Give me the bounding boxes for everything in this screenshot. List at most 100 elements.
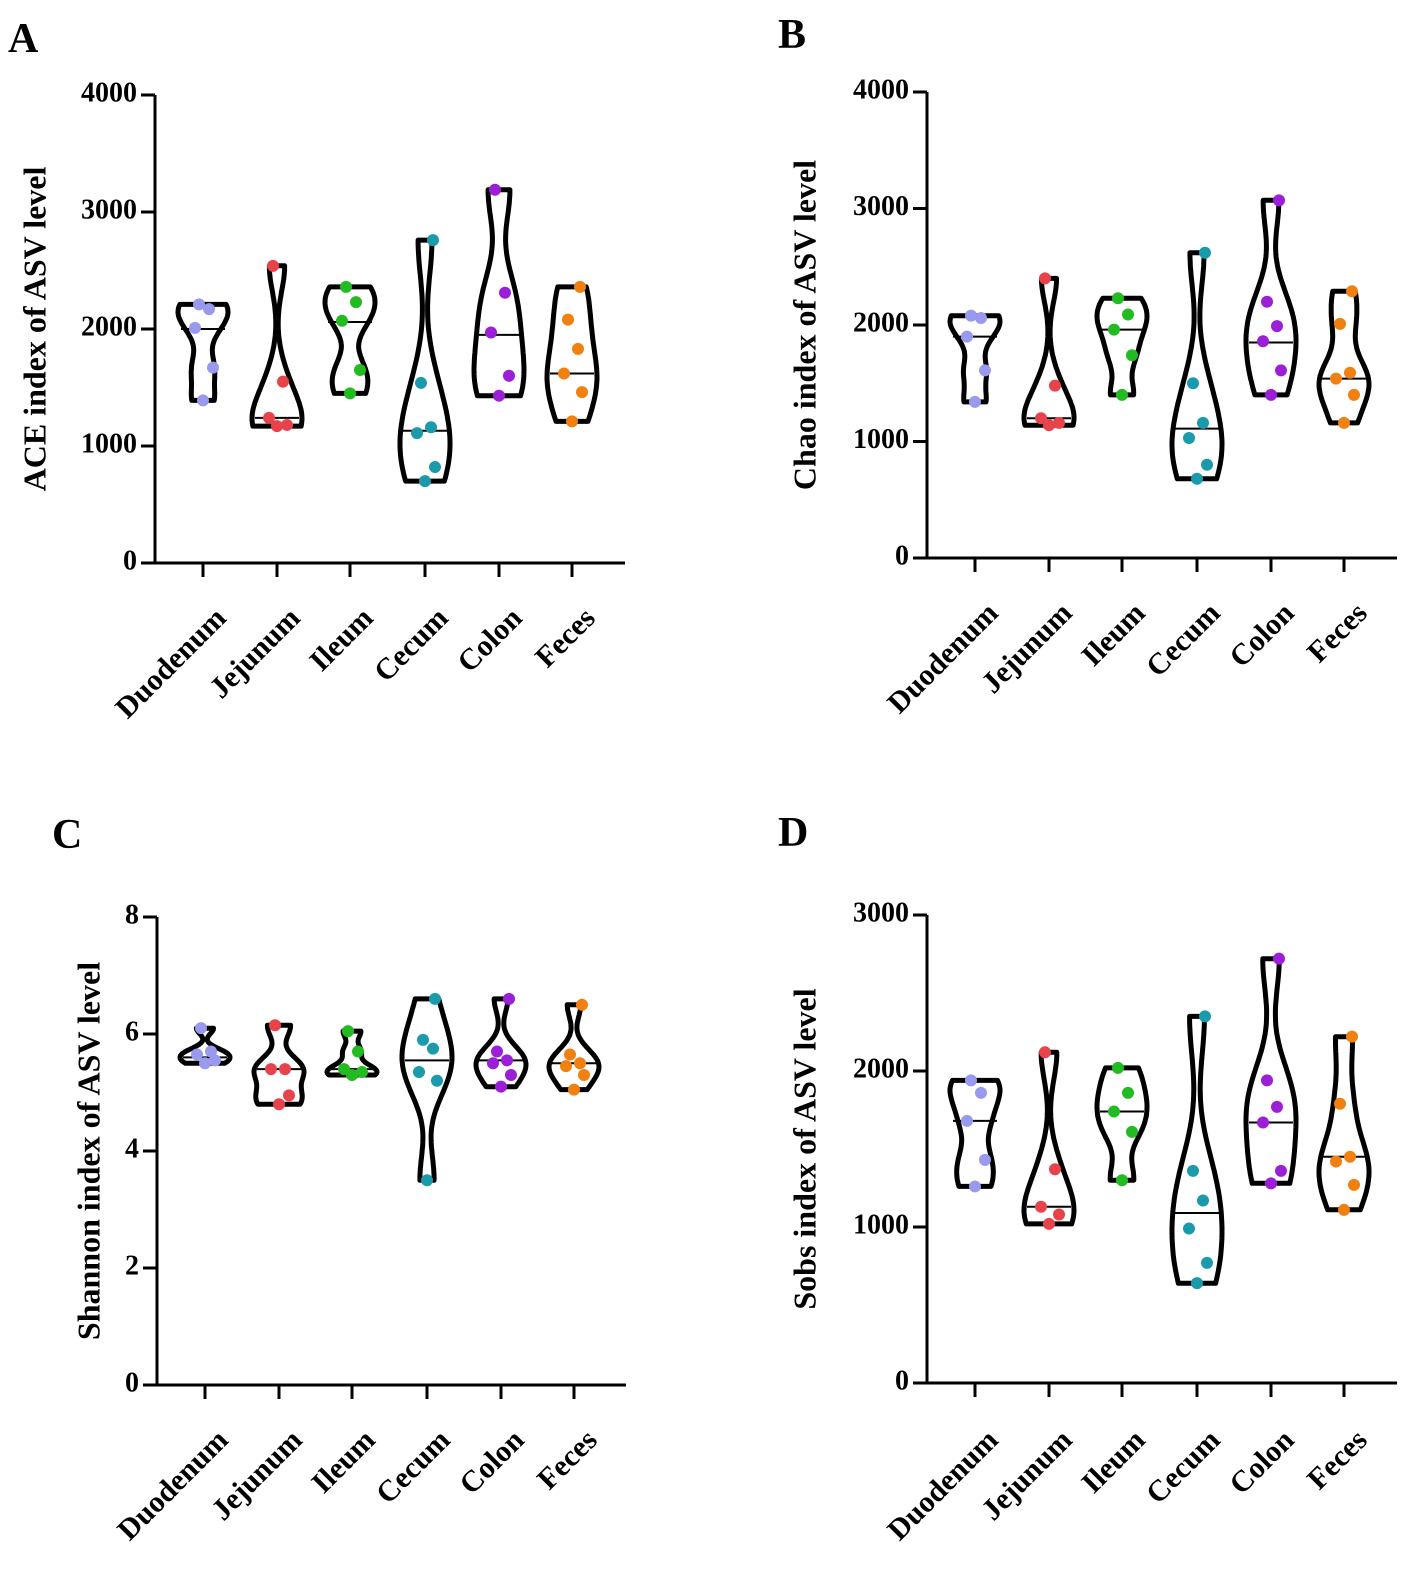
- violin-jejunum: [251, 1022, 307, 1107]
- data-point: [269, 1019, 281, 1032]
- y-tick-label: 2000: [81, 311, 137, 342]
- data-point: [191, 1048, 203, 1061]
- data-point: [1043, 419, 1055, 432]
- data-point: [1122, 308, 1134, 321]
- data-point: [975, 312, 987, 325]
- data-point: [979, 1153, 991, 1166]
- data-point: [495, 1080, 507, 1093]
- data-point: [1035, 412, 1047, 425]
- data-point: [1049, 1163, 1061, 1176]
- data-point: [419, 475, 431, 488]
- data-point: [1273, 952, 1285, 965]
- data-point: [431, 1074, 443, 1087]
- data-point: [1265, 1177, 1277, 1190]
- category-label-feces: Feces: [1301, 596, 1374, 669]
- data-point: [969, 1180, 981, 1193]
- y-tick-label: 1000: [81, 428, 137, 459]
- panel-b: B Chao index of ASV level 0 1000 2000 3000 400…: [778, 12, 1397, 720]
- data-point: [1053, 416, 1065, 429]
- data-point: [352, 1045, 364, 1058]
- data-point: [1275, 364, 1287, 377]
- data-point: [1197, 1194, 1209, 1207]
- data-point: [566, 415, 578, 428]
- data-point: [413, 1066, 425, 1079]
- y-axis-title: Shannon index of ASV level: [70, 962, 106, 1340]
- data-point: [1201, 1256, 1213, 1269]
- category-label-feces: Feces: [529, 601, 602, 674]
- data-point: [197, 394, 209, 407]
- data-point: [969, 395, 981, 408]
- data-point: [1199, 1010, 1211, 1023]
- data-point: [562, 313, 574, 326]
- violin-ileum: [322, 284, 378, 396]
- panel-letter: D: [778, 810, 808, 856]
- data-point: [271, 420, 283, 433]
- data-point: [417, 1033, 429, 1046]
- data-point: [283, 1089, 295, 1102]
- data-point: [961, 330, 973, 343]
- data-point: [574, 280, 586, 293]
- data-point: [1053, 1208, 1065, 1221]
- data-point: [1108, 1105, 1120, 1118]
- data-point: [489, 183, 501, 196]
- category-label-feces: Feces: [531, 1423, 604, 1496]
- data-point: [277, 375, 289, 388]
- y-tick-label: 8: [125, 899, 139, 930]
- data-point: [1116, 388, 1128, 401]
- data-point: [505, 1068, 517, 1081]
- data-point: [1126, 349, 1138, 362]
- data-point: [411, 427, 423, 440]
- data-point: [1183, 432, 1195, 445]
- y-tick-label: 2: [125, 1250, 139, 1281]
- data-point: [1191, 472, 1203, 485]
- panel-letter: C: [52, 812, 82, 858]
- data-point: [564, 1048, 576, 1061]
- data-point: [572, 342, 584, 355]
- y-tick-label: 3000: [853, 897, 909, 928]
- data-point: [273, 1098, 285, 1111]
- category-label-cecum: Cecum: [1140, 1423, 1227, 1510]
- data-point: [1346, 285, 1358, 298]
- data-point: [1348, 388, 1360, 401]
- data-point: [427, 234, 439, 247]
- y-tick-label: 0: [125, 1367, 139, 1398]
- data-point: [344, 387, 356, 400]
- data-point: [354, 363, 366, 376]
- data-point: [263, 411, 275, 424]
- violin-colon: [1243, 956, 1299, 1186]
- y-tick-label: 2000: [853, 1053, 909, 1084]
- y-tick-label: 0: [123, 545, 137, 576]
- category-label-duodenum: Duodenum: [109, 601, 233, 725]
- category-label-duodenum: Duodenum: [881, 1423, 1005, 1547]
- y-tick-label: 1000: [853, 424, 909, 455]
- violin-jejunum: [249, 263, 305, 429]
- data-point: [1035, 1200, 1047, 1213]
- data-point: [1338, 1203, 1350, 1216]
- data-point: [1346, 1030, 1358, 1043]
- data-point: [267, 259, 279, 272]
- panel-c: C Shannon index of ASV level 0 2 4 6 8 Duodenum…: [52, 812, 626, 1547]
- data-point: [1344, 1150, 1356, 1163]
- panel-letter: A: [8, 16, 39, 62]
- data-point: [195, 1022, 207, 1035]
- category-label-colon: Colon: [451, 601, 529, 679]
- data-point: [560, 1060, 572, 1073]
- violin-cecum: [397, 237, 453, 484]
- data-point: [965, 309, 977, 322]
- data-point: [265, 1063, 277, 1076]
- y-tick-label: 3000: [853, 191, 909, 222]
- category-label-colon: Colon: [1223, 1423, 1301, 1501]
- data-point: [427, 1042, 439, 1055]
- data-point: [1334, 1097, 1346, 1110]
- violin-colon: [471, 187, 527, 399]
- data-point: [1261, 295, 1273, 308]
- data-point: [1330, 1155, 1342, 1168]
- y-tick-label: 4000: [81, 77, 137, 108]
- data-point: [1191, 1277, 1203, 1290]
- data-point: [493, 389, 505, 402]
- data-point: [576, 386, 588, 399]
- y-tick-label: 2000: [853, 307, 909, 338]
- y-tick-label: 4000: [853, 74, 909, 105]
- y-tick-label: 0: [895, 540, 909, 571]
- data-point: [503, 992, 515, 1005]
